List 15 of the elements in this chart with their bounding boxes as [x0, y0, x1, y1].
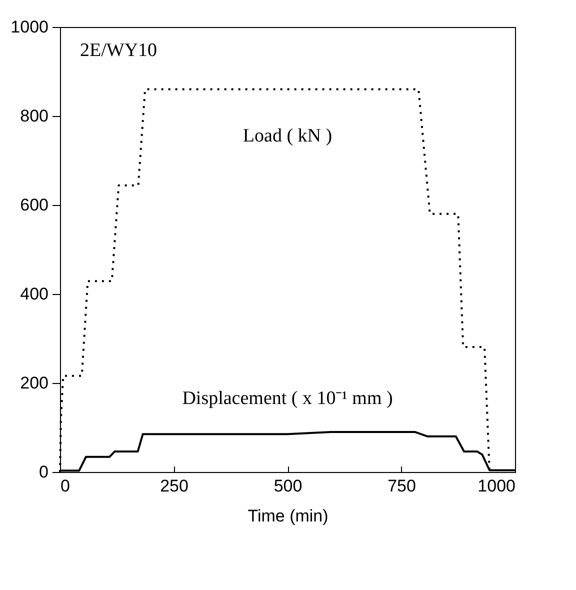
y-tick-label: 400: [20, 284, 48, 304]
x-tick-label: 500: [274, 476, 302, 496]
x-tick-label: 0: [60, 476, 70, 496]
x-axis-title: Time (min): [248, 506, 328, 526]
series-label: Load ( kN ): [242, 125, 332, 146]
y-tick-label: 200: [20, 374, 48, 392]
y-tick-label: 600: [20, 196, 48, 214]
series-label: Displacement ( x 10⁻¹ mm ): [182, 388, 393, 409]
y-tick-label: 800: [20, 106, 48, 126]
x-tick-label: 250: [160, 476, 188, 496]
x-tick-label: 1000: [478, 476, 516, 496]
y-tick-label: 1000: [10, 18, 48, 36]
annotation: 2E/WY10: [80, 40, 158, 61]
y-tick-label: 0: [39, 462, 48, 482]
x-tick-label: 750: [388, 476, 416, 496]
